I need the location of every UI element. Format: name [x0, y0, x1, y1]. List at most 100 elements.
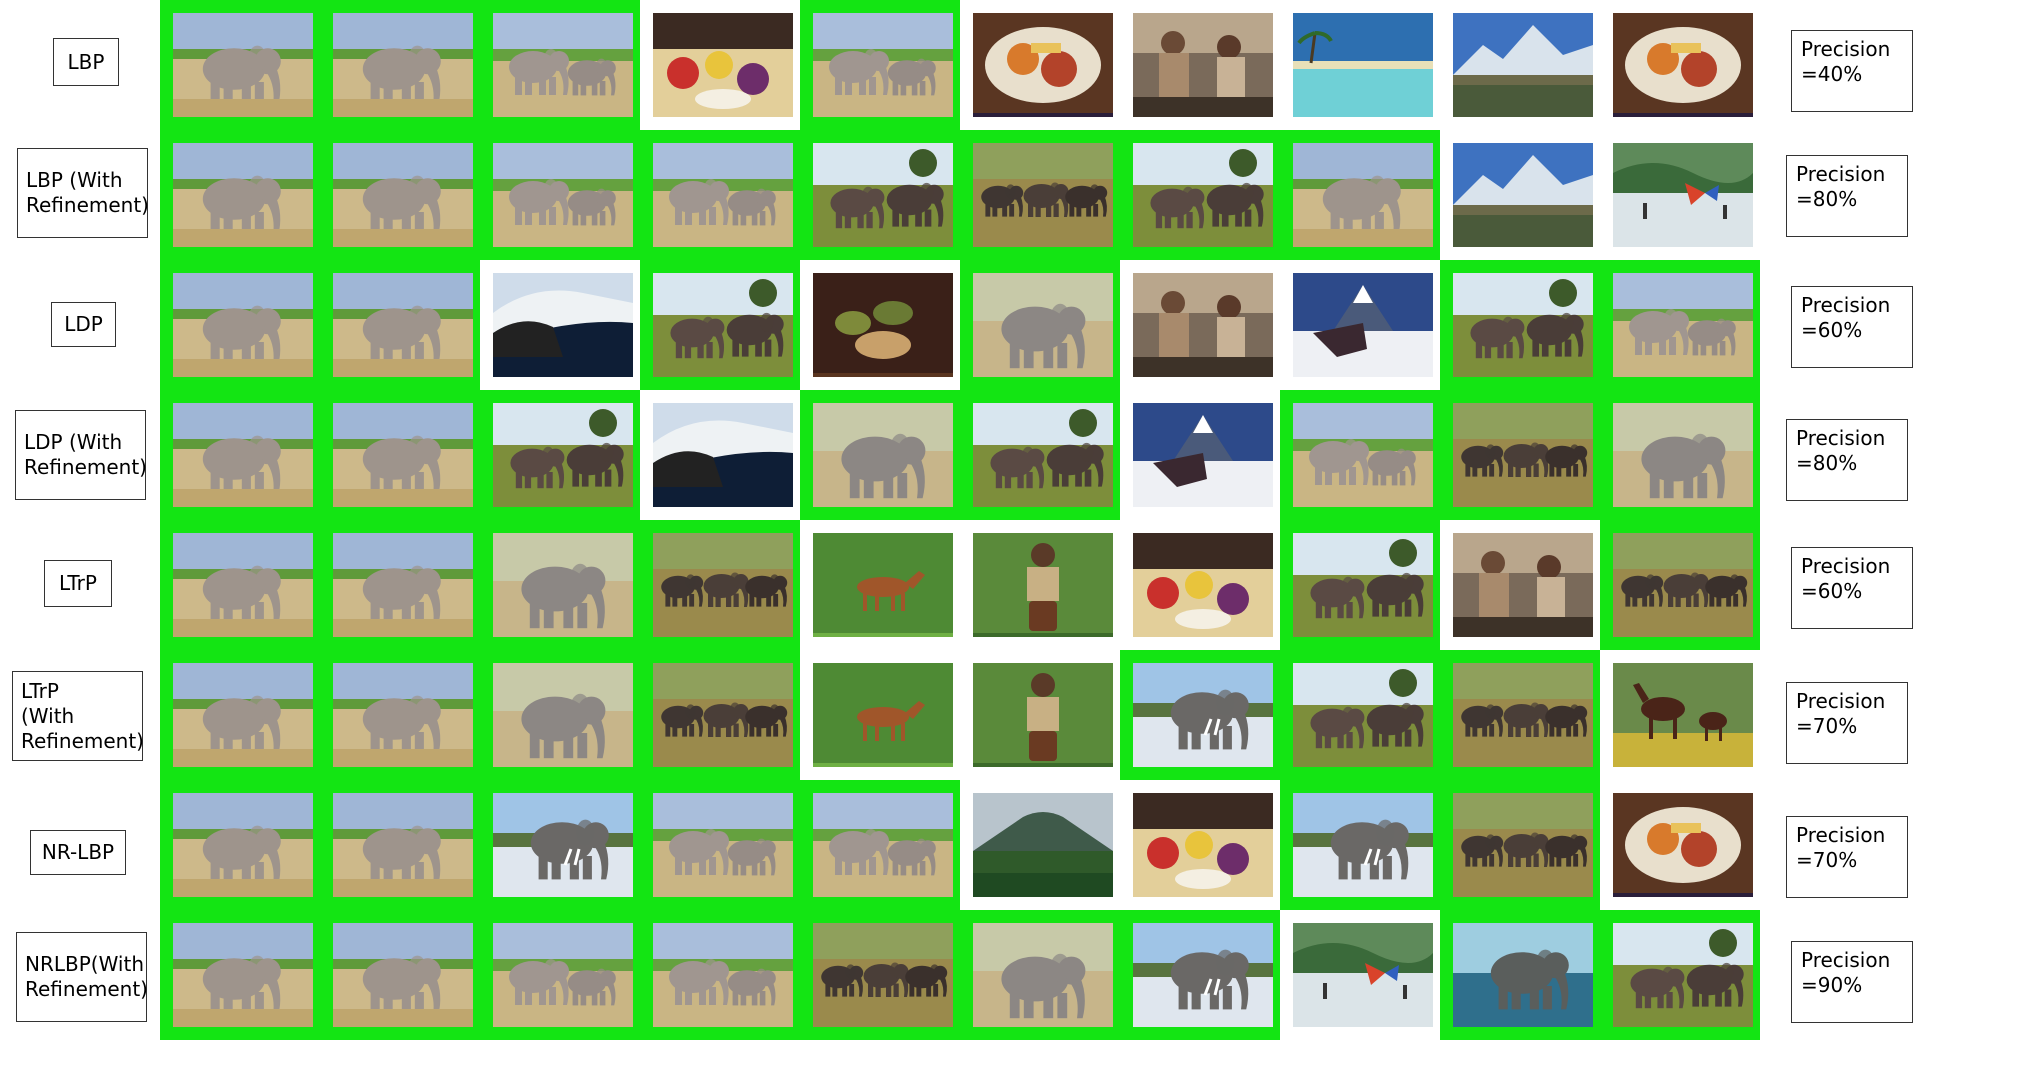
elephant-thumbnail [173, 663, 313, 767]
relevant-result-cell [160, 650, 320, 780]
relevant-result-cell [960, 260, 1120, 390]
elephant-snow-thumbnail [1133, 663, 1273, 767]
precision-label: Precision =60% [1791, 286, 1913, 368]
irrelevant-result-cell [960, 780, 1120, 910]
irrelevant-result-cell [1600, 650, 1760, 780]
person-drum-thumbnail [973, 533, 1113, 637]
irrelevant-result-cell [640, 0, 800, 130]
irrelevant-result-cell [960, 650, 1120, 780]
relevant-result-cell [1280, 520, 1440, 650]
relevant-result-cell [160, 260, 320, 390]
relevant-result-cell [160, 390, 320, 520]
irrelevant-result-cell [960, 520, 1120, 650]
elephant-grey-thumbnail [973, 273, 1113, 377]
precision-label: Precision =40% [1791, 30, 1913, 112]
snow-rock-thumbnail [493, 273, 633, 377]
relevant-result-cell [640, 780, 800, 910]
relevant-result-cell [1120, 130, 1280, 260]
relevant-result-cell [1440, 260, 1600, 390]
elephant-grey-thumbnail [813, 403, 953, 507]
mountain-thumbnail [1453, 143, 1593, 247]
food-dark-thumbnail [813, 273, 953, 377]
method-label: LBP [53, 38, 119, 86]
relevant-result-cell [640, 260, 800, 390]
elephant-herd-thumbnail [1453, 663, 1593, 767]
precision-label: Precision =60% [1791, 547, 1913, 629]
relevant-result-cell [320, 650, 480, 780]
relevant-result-cell [800, 390, 960, 520]
elephant-herd-thumbnail [813, 923, 953, 1027]
elephant-dark-thumbnail [1293, 533, 1433, 637]
relevant-result-cell [960, 390, 1120, 520]
relevant-result-cell [320, 130, 480, 260]
person-drum-thumbnail [973, 663, 1113, 767]
relevant-result-cell [640, 130, 800, 260]
relevant-result-cell [480, 130, 640, 260]
elephant-dark-thumbnail [493, 403, 633, 507]
relevant-result-cell [320, 520, 480, 650]
elephant-water-thumbnail [1453, 923, 1593, 1027]
relevant-result-cell [480, 0, 640, 130]
food-plate-thumbnail [1613, 793, 1753, 897]
elephant-herd-thumbnail [653, 663, 793, 767]
elephant-grey-thumbnail [1613, 403, 1753, 507]
relevant-result-cell [320, 390, 480, 520]
irrelevant-result-cell [1440, 130, 1600, 260]
relevant-result-cell [320, 780, 480, 910]
relevant-result-cell [320, 260, 480, 390]
relevant-result-cell [1440, 650, 1600, 780]
beach-thumbnail [1293, 13, 1433, 117]
relevant-result-cell [640, 520, 800, 650]
elephant-thumbnail [333, 793, 473, 897]
elephant-snow-thumbnail [1133, 923, 1273, 1027]
relevant-result-cell [480, 780, 640, 910]
elephant-dark-thumbnail [1293, 663, 1433, 767]
elephant-thumbnail [173, 533, 313, 637]
method-label: LTrP [44, 560, 112, 607]
relevant-result-cell [1120, 650, 1280, 780]
irrelevant-result-cell [1120, 0, 1280, 130]
irrelevant-result-cell [800, 260, 960, 390]
irrelevant-result-cell [800, 520, 960, 650]
irrelevant-result-cell [1120, 780, 1280, 910]
elephant-pair-thumbnail [493, 143, 633, 247]
elephant-dark-thumbnail [973, 403, 1113, 507]
elephant-grey-thumbnail [493, 663, 633, 767]
elephant-herd-thumbnail [1453, 403, 1593, 507]
precision-label: Precision =70% [1786, 816, 1908, 898]
irrelevant-result-cell [1600, 130, 1760, 260]
relevant-result-cell [1600, 390, 1760, 520]
relevant-result-cell [1440, 390, 1600, 520]
snow-mountain-thumbnail [1133, 403, 1273, 507]
horse-thumbnail [813, 663, 953, 767]
elephant-herd-thumbnail [1453, 793, 1593, 897]
relevant-result-cell [960, 910, 1120, 1040]
elephant-herd-thumbnail [1613, 533, 1753, 637]
elephant-thumbnail [173, 13, 313, 117]
irrelevant-result-cell [1440, 0, 1600, 130]
irrelevant-result-cell [800, 650, 960, 780]
elephant-pair-thumbnail [1293, 403, 1433, 507]
irrelevant-result-cell [1120, 520, 1280, 650]
method-label: LBP (With Refinement) [17, 148, 149, 238]
relevant-result-cell [1440, 910, 1600, 1040]
snow-mountain-thumbnail [1293, 273, 1433, 377]
elephant-thumbnail [333, 663, 473, 767]
relevant-result-cell [640, 650, 800, 780]
relevant-result-cell [160, 910, 320, 1040]
precision-label: Precision =80% [1786, 419, 1908, 501]
relevant-result-cell [480, 650, 640, 780]
irrelevant-result-cell [1120, 390, 1280, 520]
irrelevant-result-cell [1600, 0, 1760, 130]
relevant-result-cell [160, 0, 320, 130]
irrelevant-result-cell [1280, 0, 1440, 130]
beach-people-thumbnail [1613, 143, 1753, 247]
elephant-thumbnail [1293, 143, 1433, 247]
relevant-result-cell [800, 780, 960, 910]
relevant-result-cell [1280, 390, 1440, 520]
elephant-thumbnail [173, 143, 313, 247]
method-label: NRLBP(With Refinement) [16, 932, 148, 1022]
irrelevant-result-cell [480, 260, 640, 390]
relevant-result-cell [320, 910, 480, 1040]
method-label: LTrP (With Refinement) [12, 671, 144, 761]
